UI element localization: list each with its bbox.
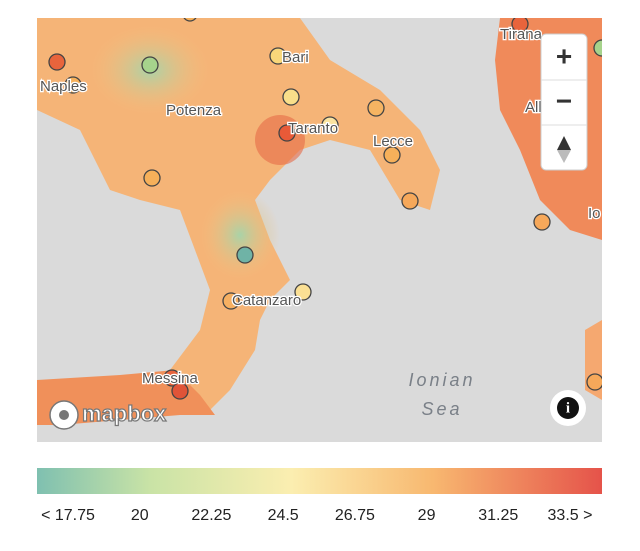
legend-label: 22.25 (191, 507, 231, 524)
station-marker[interactable] (236, 246, 254, 264)
station-marker[interactable] (282, 88, 300, 106)
place-label: Messina (142, 370, 199, 387)
place-label: Tirana (500, 26, 543, 43)
place-label: Catanzaro (232, 292, 301, 309)
sea-label: Sea (421, 399, 462, 419)
station-marker[interactable] (593, 39, 610, 57)
place-label: Bari (282, 49, 309, 66)
place-label: Io (588, 205, 601, 222)
legend-label: 20 (131, 507, 149, 524)
zoom-in-button[interactable]: + (556, 40, 572, 71)
zoom-out-button[interactable]: − (556, 85, 572, 116)
compass-south (557, 150, 571, 163)
station-marker[interactable] (294, 283, 312, 301)
station-marker[interactable] (367, 99, 385, 117)
map[interactable]: Naples Potenza Bari Taranto Lecce Catanz… (37, 7, 610, 442)
sea-label: Ionian (408, 370, 475, 390)
station-marker[interactable] (321, 116, 339, 134)
compass-north (557, 136, 571, 150)
station-marker[interactable] (383, 146, 401, 164)
station-marker[interactable] (183, 7, 197, 22)
info-button[interactable]: i (550, 390, 586, 426)
legend-labels: < 17.75 20 22.25 24.5 26.75 29 31.25 33.5 > (41, 507, 592, 524)
station-marker[interactable] (222, 292, 240, 310)
mapbox-logo[interactable]: mapbox (49, 400, 168, 430)
station-marker[interactable] (533, 213, 551, 231)
legend-label: < 17.75 (41, 507, 95, 524)
legend-label: 33.5 > (548, 507, 593, 524)
station-marker[interactable] (269, 47, 287, 65)
station-marker[interactable] (48, 53, 66, 71)
station-marker[interactable] (586, 373, 603, 391)
station-marker[interactable] (171, 382, 189, 400)
control-panel (540, 33, 588, 171)
station-marker[interactable] (141, 56, 159, 74)
station-marker[interactable] (278, 124, 296, 142)
info-text: i (566, 400, 570, 416)
legend-label: 24.5 (268, 507, 299, 524)
place-label: Naples (40, 78, 87, 95)
info-icon (557, 397, 579, 419)
station-marker[interactable] (401, 192, 419, 210)
markers (48, 7, 610, 400)
legend-label: 31.25 (478, 507, 518, 524)
station-marker[interactable] (143, 169, 161, 187)
place-label: Potenza (166, 102, 222, 119)
station-marker[interactable] (163, 369, 181, 387)
legend-label: 26.75 (335, 507, 375, 524)
place-label: Lecce (373, 133, 413, 150)
attribution: mapbox (82, 401, 167, 426)
legend-colorbar (37, 468, 602, 494)
zoom-controls: + − (540, 33, 588, 171)
logo-icon-inner (59, 410, 69, 420)
station-marker[interactable] (64, 76, 82, 94)
compass-button[interactable] (557, 136, 571, 163)
station-marker[interactable] (511, 16, 529, 33)
cool-area (200, 190, 280, 280)
place-label: Taranto (288, 120, 338, 137)
legend-label: 29 (418, 507, 436, 524)
